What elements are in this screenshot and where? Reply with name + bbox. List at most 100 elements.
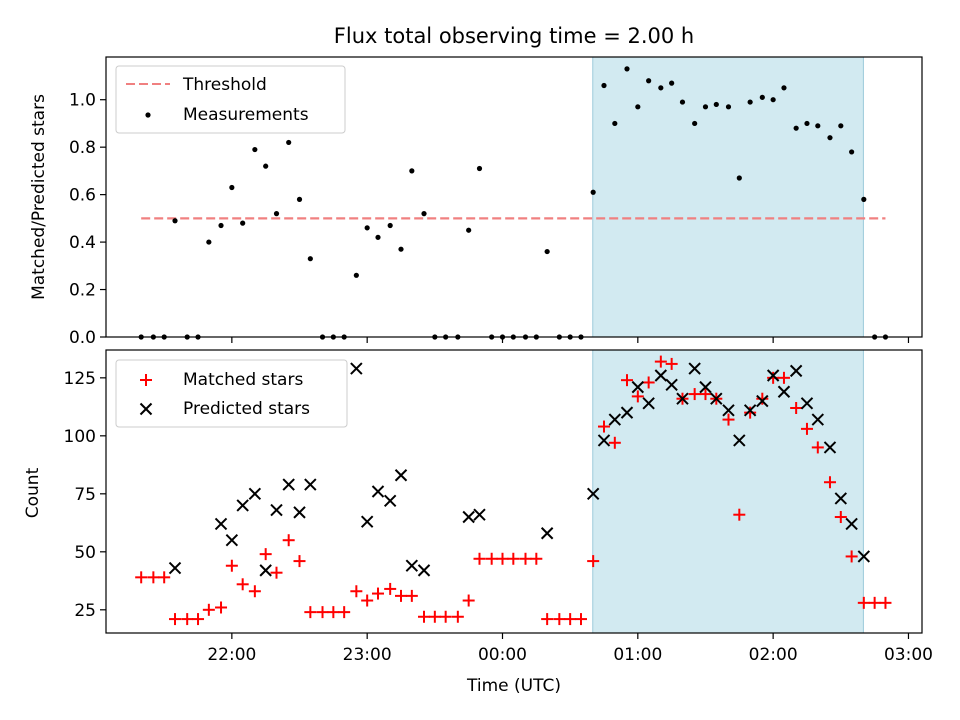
- measurement-point: [273, 211, 280, 217]
- matched-star-point: [282, 534, 295, 547]
- predicted-star-point: [722, 404, 735, 417]
- count-panel: 22:00 23:00 00:00 01:00 02:00 03:00 25 50 75 100…: [23, 349, 933, 696]
- measurement-point: [692, 120, 698, 127]
- predicted-star-point: [293, 506, 306, 519]
- count-y-tick-label: 100: [64, 427, 96, 447]
- matched-star-point: [722, 413, 735, 426]
- matched-star-point: [327, 606, 340, 619]
- measurement-point: [206, 239, 212, 245]
- measurement-point: [398, 246, 404, 252]
- matched-star-point: [361, 594, 374, 607]
- matched-star-point: [574, 613, 587, 626]
- measurements-legend-swatch: [145, 112, 151, 118]
- matched-star-point: [654, 355, 667, 368]
- matched-star-point: [857, 596, 870, 609]
- threshold-legend-label: Threshold: [182, 75, 267, 95]
- measurement-point: [747, 99, 753, 105]
- ratio-legend: Threshold Measurements: [115, 65, 346, 134]
- matched-star-point: [507, 552, 520, 565]
- measurement-point: [669, 80, 675, 86]
- predicted-star-point: [665, 378, 678, 392]
- matched-star-point: [372, 587, 384, 600]
- measurement-point: [781, 85, 787, 91]
- matched-star-point: [225, 559, 238, 572]
- measurement-point: [601, 82, 607, 89]
- matched-star-point: [879, 596, 892, 609]
- measurement-point: [770, 97, 776, 103]
- measurement-point: [759, 94, 765, 100]
- measurement-point: [679, 99, 686, 105]
- predicted-star-point: [811, 413, 825, 426]
- matched-star-point: [756, 392, 769, 405]
- predicted-star-point: [394, 469, 408, 482]
- matched-star-point: [541, 613, 554, 626]
- ratio-panel-frame: [105, 56, 923, 338]
- measurement-point: [296, 196, 303, 202]
- measurement-point: [838, 123, 844, 129]
- predicted-star-point: [857, 550, 871, 563]
- measurement-point: [421, 211, 427, 217]
- measurement-point: [544, 248, 550, 255]
- matched-star-point: [620, 374, 633, 387]
- matched-stars-legend-label: Matched stars: [183, 370, 303, 390]
- predicted-star-point: [462, 510, 475, 524]
- measurement-point: [286, 139, 292, 146]
- count-legend: Matched stars Predicted stars: [115, 359, 348, 428]
- predicted-star-point: [608, 413, 622, 426]
- matched-star-point: [845, 550, 858, 563]
- ratio-y-axis-label: Matched/Predicted stars: [29, 94, 49, 300]
- matched-star-point: [418, 610, 431, 623]
- x-axis-label: Time (UTC): [466, 676, 561, 696]
- matched-star-point: [338, 606, 351, 619]
- matched-star-point: [688, 388, 701, 401]
- matched-star-point: [259, 548, 272, 561]
- measurement-point: [364, 225, 370, 231]
- predicted-star-point: [236, 499, 249, 512]
- matched-star-point: [587, 555, 600, 568]
- measurement-point: [815, 123, 821, 129]
- predicted-star-point: [710, 392, 723, 405]
- ratio-legend-box: [115, 65, 346, 134]
- ratio-y-tick-label: 0.6: [69, 186, 96, 206]
- predicted-star-point: [371, 485, 385, 498]
- measurement-point: [658, 85, 664, 91]
- matched-star-point: [304, 606, 317, 619]
- measurement-point: [635, 104, 641, 110]
- matched-star-point: [699, 388, 712, 401]
- matched-star-point: [834, 511, 847, 524]
- ratio-panel: 0.0 0.2 0.4 0.6 0.8 1.0 Matched/Predicted sta…: [29, 56, 923, 348]
- count-y-tick-label: 125: [64, 369, 96, 389]
- matched-star-point: [790, 401, 803, 414]
- predicted-star-point: [473, 508, 486, 521]
- matched-star-point: [530, 552, 543, 565]
- predicted-star-point: [417, 564, 431, 577]
- ratio-y-tick-label: 0.0: [69, 328, 96, 348]
- predicted-star-point: [405, 559, 419, 572]
- predicted-star-point: [676, 392, 689, 405]
- count-legend-box: [115, 359, 348, 428]
- measurement-point: [307, 256, 313, 262]
- matched-star-point: [384, 582, 397, 595]
- predicted-stars-legend-swatch: [139, 402, 153, 416]
- matched-star-point: [405, 589, 418, 602]
- matched-star-point: [485, 552, 498, 565]
- matched-star-point: [316, 606, 329, 619]
- measurement-point: [646, 78, 652, 84]
- measurement-point: [612, 120, 618, 127]
- matched-star-point: [744, 406, 757, 419]
- matched-star-point: [631, 390, 644, 403]
- predicted-star-point: [304, 478, 317, 491]
- matched-star-point: [451, 610, 464, 623]
- matched-star-point: [496, 552, 509, 565]
- measurement-point: [218, 222, 224, 229]
- matched-star-point: [439, 610, 452, 623]
- predicted-star-point: [845, 517, 858, 531]
- predicted-star-point: [168, 561, 182, 575]
- predicted-star-point: [282, 478, 295, 491]
- count-y-axis-label: Count: [23, 467, 43, 518]
- count-y-tick-label: 75: [74, 485, 96, 505]
- predicted-star-point: [789, 364, 803, 378]
- predicted-star-point: [350, 362, 363, 375]
- measurement-point: [590, 189, 596, 195]
